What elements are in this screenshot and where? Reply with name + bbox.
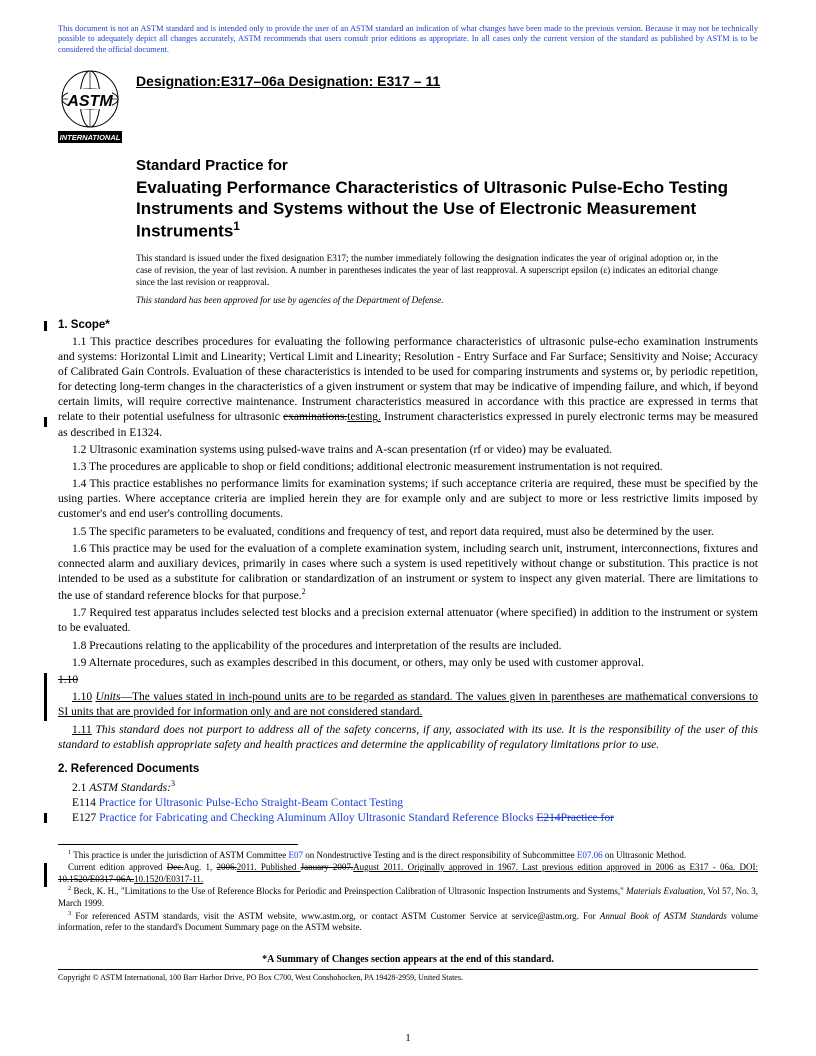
ref-e127: E127 Practice for Fabricating and Checki… (58, 811, 758, 826)
page-number: 1 (0, 1032, 816, 1044)
issue-note: This standard is issued under the fixed … (136, 253, 718, 289)
refdocs-heading: 2. Referenced Documents (58, 763, 758, 775)
para-1-11: 1.11 This standard does not purport to a… (58, 723, 758, 753)
summary-note: *A Summary of Changes section appears at… (58, 954, 758, 965)
astm-logo: ASTM INTERNATIONAL (58, 69, 122, 145)
para-1-10-strike: 1.10 (58, 673, 758, 688)
designation-old: Designation:E317–06a (136, 73, 289, 89)
title-main: Evaluating Performance Characteristics o… (136, 178, 758, 243)
footnote-3: 3 For referenced ASTM standards, visit t… (58, 910, 758, 934)
top-disclaimer: This document is not an ASTM standard an… (58, 24, 758, 55)
para-1-9: 1.9 Alternate procedures, such as exampl… (58, 656, 758, 671)
footnote-2: 2 Beck, K. H., "Limitations to the Use o… (58, 885, 758, 909)
para-1-2: 1.2 Ultrasonic examination systems using… (58, 443, 758, 458)
para-1-6: 1.6 This practice may be used for the ev… (58, 542, 758, 605)
scope-heading: 1. Scope* (58, 319, 758, 331)
title-lead: Standard Practice for (136, 157, 758, 176)
svg-text:INTERNATIONAL: INTERNATIONAL (60, 133, 121, 142)
dod-note: This standard has been approved for use … (136, 295, 758, 305)
designation-new: Designation: E317 – 11 (289, 73, 441, 89)
title-block: Standard Practice for Evaluating Perform… (136, 157, 758, 243)
ref-e114: E114 Practice for Ultrasonic Pulse-Echo … (58, 796, 758, 811)
para-1-4: 1.4 This practice establishes no perform… (58, 477, 758, 523)
ref-2-1: 2.1 ASTM Standards:3 (58, 779, 758, 796)
designation-line: Designation:E317–06a Designation: E317 –… (136, 69, 440, 89)
para-1-3: 1.3 The procedures are applicable to sho… (58, 460, 758, 475)
para-1-10: 1.10 Units—The values stated in inch-pou… (58, 690, 758, 720)
copyright-line: Copyright © ASTM International, 100 Barr… (58, 969, 758, 982)
header-row: ASTM INTERNATIONAL Designation:E317–06a … (58, 69, 758, 145)
para-1-1: 1.1 This practice describes procedures f… (58, 335, 758, 441)
footnote-1b: Current edition approved Dec.Aug. 1, 200… (58, 862, 758, 885)
footnote-1: 1 This practice is under the jurisdictio… (58, 849, 758, 862)
para-1-7: 1.7 Required test apparatus includes sel… (58, 606, 758, 636)
para-1-8: 1.8 Precautions relating to the applicab… (58, 639, 758, 654)
para-1-5: 1.5 The specific parameters to be evalua… (58, 525, 758, 540)
svg-text:ASTM: ASTM (66, 93, 113, 110)
